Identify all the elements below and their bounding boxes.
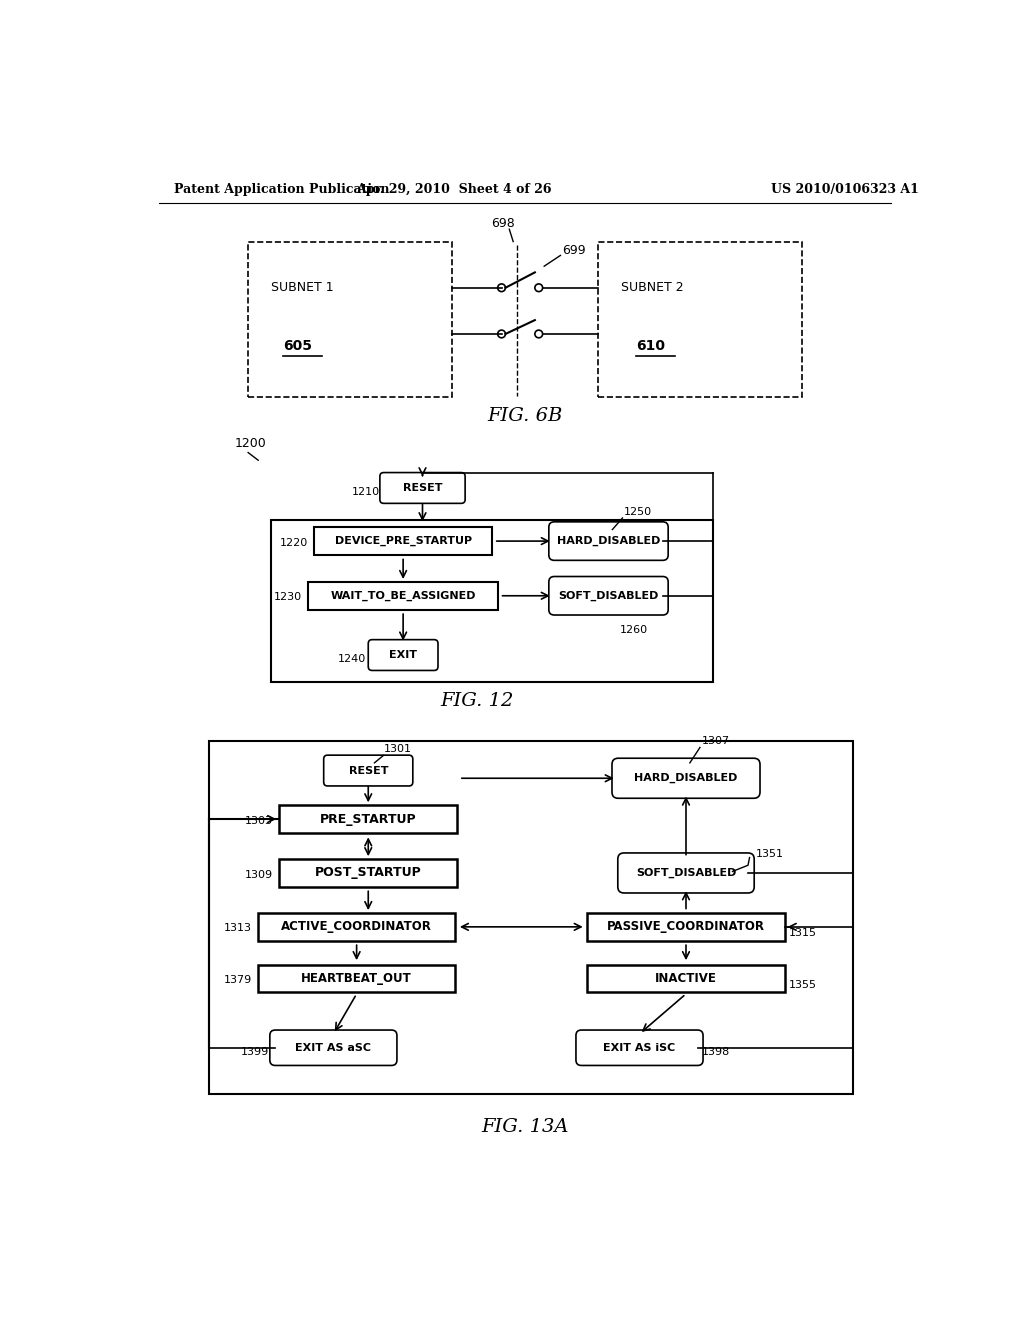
- FancyBboxPatch shape: [617, 853, 755, 892]
- Text: 1351: 1351: [756, 849, 783, 859]
- Text: SOFT_DISABLED: SOFT_DISABLED: [558, 590, 658, 601]
- FancyBboxPatch shape: [270, 1030, 397, 1065]
- Text: RESET: RESET: [348, 766, 388, 776]
- Bar: [209, 742, 853, 1094]
- Text: 1210: 1210: [352, 487, 380, 496]
- Bar: [587, 965, 784, 993]
- Text: HEARTBEAT_OUT: HEARTBEAT_OUT: [301, 972, 412, 985]
- Text: 1220: 1220: [280, 537, 308, 548]
- Text: 1303: 1303: [245, 816, 273, 825]
- Text: 1309: 1309: [245, 870, 273, 879]
- Text: FIG. 13A: FIG. 13A: [481, 1118, 568, 1137]
- Text: DEVICE_PRE_STARTUP: DEVICE_PRE_STARTUP: [335, 536, 472, 546]
- Text: 699: 699: [562, 244, 586, 257]
- Bar: [308, 582, 498, 610]
- Text: FIG. 6B: FIG. 6B: [487, 408, 562, 425]
- Text: PRE_STARTUP: PRE_STARTUP: [319, 813, 417, 825]
- Bar: [248, 242, 452, 397]
- Text: 1355: 1355: [788, 979, 817, 990]
- Text: 605: 605: [283, 338, 312, 352]
- Text: INACTIVE: INACTIVE: [655, 972, 717, 985]
- Text: RESET: RESET: [402, 483, 442, 492]
- Text: Patent Application Publication: Patent Application Publication: [174, 182, 390, 195]
- Text: 1200: 1200: [234, 437, 266, 450]
- FancyBboxPatch shape: [380, 473, 465, 503]
- Text: FIG. 12: FIG. 12: [440, 692, 513, 710]
- FancyBboxPatch shape: [575, 1030, 703, 1065]
- Text: 1399: 1399: [241, 1047, 269, 1056]
- Text: Apr. 29, 2010  Sheet 4 of 26: Apr. 29, 2010 Sheet 4 of 26: [355, 182, 551, 195]
- FancyBboxPatch shape: [612, 758, 760, 799]
- Text: POST_STARTUP: POST_STARTUP: [314, 866, 422, 879]
- FancyBboxPatch shape: [324, 755, 413, 785]
- Bar: [258, 913, 456, 941]
- Text: 1313: 1313: [223, 924, 252, 933]
- Text: 1307: 1307: [701, 737, 730, 746]
- Text: HARD_DISABLED: HARD_DISABLED: [634, 774, 737, 783]
- Bar: [598, 242, 802, 397]
- FancyBboxPatch shape: [369, 640, 438, 671]
- Text: SUBNET 2: SUBNET 2: [621, 281, 684, 294]
- Bar: [314, 527, 493, 554]
- Text: US 2010/0106323 A1: US 2010/0106323 A1: [771, 182, 920, 195]
- FancyBboxPatch shape: [549, 577, 669, 615]
- Text: 610: 610: [636, 338, 666, 352]
- Text: WAIT_TO_BE_ASSIGNED: WAIT_TO_BE_ASSIGNED: [331, 590, 476, 601]
- Text: HARD_DISABLED: HARD_DISABLED: [557, 536, 660, 546]
- Text: EXIT: EXIT: [389, 649, 417, 660]
- FancyBboxPatch shape: [549, 521, 669, 561]
- Text: 1240: 1240: [338, 653, 366, 664]
- Bar: [587, 913, 784, 941]
- Text: 1260: 1260: [621, 626, 648, 635]
- Bar: [280, 859, 458, 887]
- Text: ACTIVE_COORDINATOR: ACTIVE_COORDINATOR: [282, 920, 432, 933]
- Text: EXIT AS iSC: EXIT AS iSC: [603, 1043, 676, 1053]
- Text: 698: 698: [492, 218, 515, 231]
- Text: 1315: 1315: [788, 928, 817, 939]
- Bar: [271, 520, 713, 682]
- Text: 1379: 1379: [223, 975, 252, 985]
- Text: 1398: 1398: [701, 1047, 730, 1056]
- Bar: [258, 965, 456, 993]
- Text: 1250: 1250: [624, 507, 652, 517]
- Text: PASSIVE_COORDINATOR: PASSIVE_COORDINATOR: [607, 920, 765, 933]
- Text: 1230: 1230: [273, 593, 302, 602]
- Text: SUBNET 1: SUBNET 1: [271, 281, 334, 294]
- Text: 1301: 1301: [384, 744, 412, 754]
- Text: SOFT_DISABLED: SOFT_DISABLED: [636, 867, 736, 878]
- Bar: [280, 805, 458, 833]
- Text: EXIT AS aSC: EXIT AS aSC: [295, 1043, 372, 1053]
